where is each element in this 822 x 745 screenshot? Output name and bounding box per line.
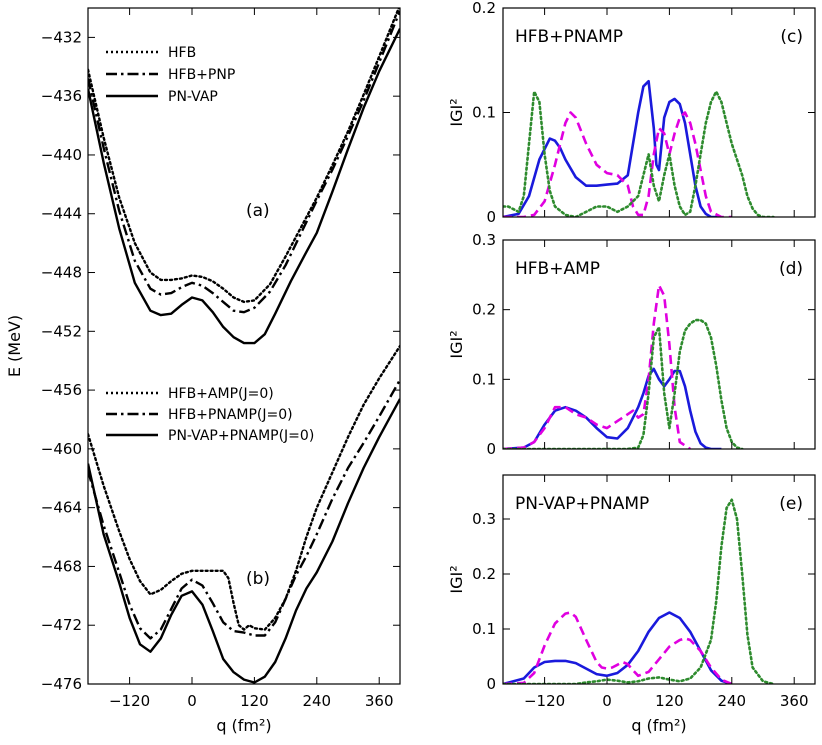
x-tick-label: 120 <box>655 692 684 710</box>
x-tick-label: 240 <box>302 692 331 710</box>
y-tick-label: 0 <box>486 675 496 693</box>
x-tick-label: 120 <box>240 692 269 710</box>
curve-a-0 <box>88 8 400 304</box>
y-tick-label: −440 <box>41 146 82 164</box>
y-tick-label: −476 <box>41 675 82 693</box>
panel-label-c: (c) <box>780 27 803 47</box>
left-curves <box>88 8 400 684</box>
legend-label: PN-VAP <box>168 89 218 105</box>
y-tick-label: 0.2 <box>472 0 496 17</box>
curve-e-2 <box>503 498 775 684</box>
curve-c-1 <box>503 111 732 217</box>
y-tick-label: −432 <box>41 28 82 46</box>
curves-d <box>503 284 744 449</box>
curve-c-0 <box>503 79 722 217</box>
y-tick-label: 0 <box>486 208 496 226</box>
y-axis-label: E (MeV) <box>5 315 24 377</box>
x-tick-label: 360 <box>365 692 394 710</box>
curve-a-1 <box>88 10 400 314</box>
curve-d-0 <box>503 367 722 449</box>
y-tick-label: 0.2 <box>472 565 496 583</box>
y-tick-label: 0.1 <box>472 620 496 638</box>
y-tick-label: 0.3 <box>472 231 496 249</box>
curve-d-1 <box>503 284 691 449</box>
curve-a-2 <box>88 28 400 345</box>
legend-label: HFB+PNP <box>168 67 235 83</box>
panel-c-hfb-pnamp: 0 0.1 0.2 IGI² HFB+PNAMP (c) <box>447 0 816 226</box>
x-axis-label: q (fm²) <box>216 716 271 735</box>
panel-label-a: (a) <box>246 201 270 221</box>
panel-title-e: PN-VAP+PNAMP <box>515 494 649 514</box>
curves-c <box>503 79 775 217</box>
y-tick-label: −456 <box>41 381 82 399</box>
legend-b: HFB+AMP(J=0) HFB+PNAMP(J=0) PN-VAP+PNAMP(J… <box>106 386 314 444</box>
curve-b-2 <box>88 398 400 684</box>
legend-label: PN-VAP+PNAMP(J=0) <box>168 428 314 444</box>
y-tick-label: −444 <box>41 205 82 223</box>
y-tick-label: 0.3 <box>472 510 496 528</box>
y-tick-label: 0.1 <box>472 370 496 388</box>
x-tick-label: 0 <box>187 692 197 710</box>
frame-d <box>502 239 816 450</box>
x-tick-label: 360 <box>780 692 809 710</box>
y-tick-label: −464 <box>41 499 82 517</box>
panel-label-d: (d) <box>779 259 803 279</box>
y-tick-label: −452 <box>41 322 82 340</box>
y-tick-label: 0.2 <box>472 301 496 319</box>
panel-e-pn-vap-pnamp: 0 0.1 0.2 0.3 −120 0 120 240 360 q (fm²) IGI² PN-VA… <box>447 474 816 735</box>
panel-title-d: HFB+AMP <box>515 259 600 279</box>
panel-a-energy-curves: −432 −436 −440 −444 −448 −452 −456 −460 −464 −468… <box>5 7 401 735</box>
legend-label: HFB <box>168 45 196 61</box>
curve-d-2 <box>503 318 744 449</box>
curve-e-0 <box>503 611 733 684</box>
legend-label: HFB+PNAMP(J=0) <box>168 407 293 423</box>
y-axis-label-e: IGI² <box>447 565 466 593</box>
y-tick-label: 0.1 <box>472 104 496 122</box>
y-tick-label: 0 <box>486 440 496 458</box>
curve-c-2 <box>503 90 775 217</box>
panel-label-b: (b) <box>246 569 270 589</box>
x-tick-label: −120 <box>109 692 150 710</box>
x-tick-label: −120 <box>524 692 565 710</box>
y-axis-label-d: IGI² <box>447 330 466 358</box>
frame-e <box>502 474 816 685</box>
curves-e <box>503 498 775 684</box>
y-tick-label: −468 <box>41 557 82 575</box>
x-tick-label: 0 <box>602 692 612 710</box>
legend-label: HFB+AMP(J=0) <box>168 386 274 402</box>
y-tick-label: −436 <box>41 87 82 105</box>
y-axis-label-c: IGI² <box>447 98 466 126</box>
x-axis-label: q (fm²) <box>631 716 686 735</box>
panel-label-e: (e) <box>779 494 803 514</box>
curve-e-1 <box>503 611 733 684</box>
left-frame <box>87 7 401 685</box>
curve-b-0 <box>88 344 400 631</box>
y-tick-label: −472 <box>41 616 82 634</box>
legend-a: HFB HFB+PNP PN-VAP <box>106 45 235 105</box>
y-tick-label: −448 <box>41 264 82 282</box>
panel-title-c: HFB+PNAMP <box>515 27 623 47</box>
x-tick-label: 240 <box>717 692 746 710</box>
y-tick-label: −460 <box>41 440 82 458</box>
panel-d-hfb-amp: 0 0.1 0.2 0.3 IGI² HFB+AMP (d) <box>447 231 816 458</box>
